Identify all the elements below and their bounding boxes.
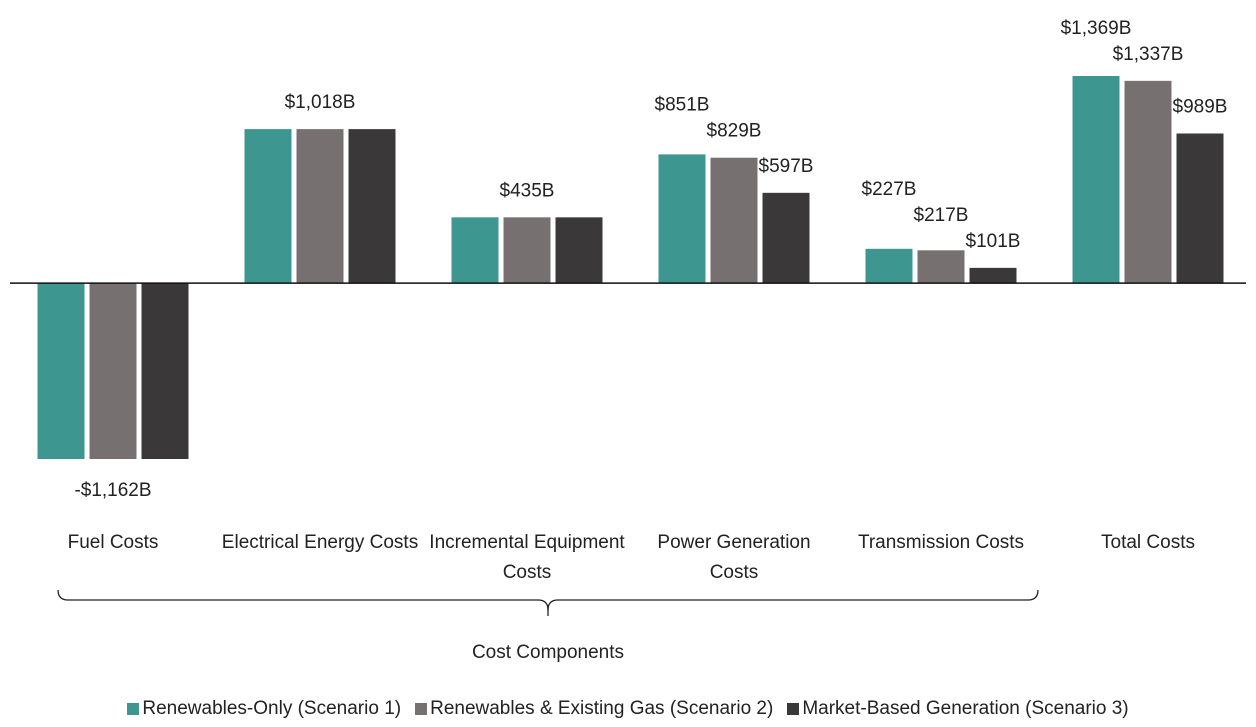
- bar: [1176, 133, 1224, 284]
- bar: [141, 283, 189, 459]
- bar: [296, 129, 344, 284]
- value-label: $1,337B: [1113, 44, 1184, 65]
- legend-label: Renewables-Only (Scenario 1): [142, 698, 402, 719]
- legend-swatch: [415, 703, 428, 715]
- bar: [969, 267, 1017, 284]
- bar: [348, 129, 396, 284]
- value-label: $597B: [759, 156, 814, 177]
- legend-label: Market-Based Generation (Scenario 3): [802, 698, 1129, 719]
- bar: [658, 154, 706, 284]
- bar: [865, 248, 913, 284]
- bar: [917, 250, 965, 284]
- value-label: $1,369B: [1061, 18, 1132, 39]
- x-tick-label: Power Generation Costs: [657, 532, 811, 583]
- legend-item: Renewables & Existing Gas (Scenario 2): [415, 698, 773, 720]
- legend: Renewables-Only (Scenario 1) Renewables &…: [0, 698, 1256, 720]
- value-label: -$1,162B: [74, 480, 151, 501]
- value-label: $829B: [707, 121, 762, 142]
- bar: [244, 129, 292, 284]
- value-label: $217B: [914, 205, 969, 226]
- bar: [503, 217, 551, 284]
- x-tick-label: Fuel Costs: [67, 532, 159, 553]
- bar: [89, 283, 137, 459]
- x-tick-label: Transmission Costs: [857, 532, 1025, 553]
- value-label: $435B: [500, 180, 555, 201]
- value-label: $851B: [655, 95, 710, 116]
- x-tick-label: Incremental Equipment Costs: [429, 532, 625, 583]
- legend-item: Renewables-Only (Scenario 1): [127, 698, 401, 720]
- x-axis-label: Cost Components: [471, 642, 625, 663]
- value-label: $101B: [966, 231, 1021, 252]
- bar: [37, 283, 85, 459]
- value-label: $1,018B: [285, 92, 356, 113]
- bar: [555, 217, 603, 284]
- bar: [1072, 76, 1120, 284]
- bar: [1124, 80, 1172, 284]
- legend-item: Market-Based Generation (Scenario 3): [787, 698, 1129, 720]
- x-tick-label: Total Costs: [1101, 532, 1195, 553]
- legend-swatch: [127, 703, 140, 715]
- legend-swatch: [787, 703, 800, 715]
- value-label: $989B: [1173, 97, 1228, 118]
- bar: [451, 217, 499, 284]
- x-tick-label: Electrical Energy Costs: [221, 532, 419, 553]
- legend-label: Renewables & Existing Gas (Scenario 2): [430, 698, 774, 719]
- bar: [762, 192, 810, 284]
- value-label: $227B: [862, 179, 917, 200]
- bar: [710, 157, 758, 284]
